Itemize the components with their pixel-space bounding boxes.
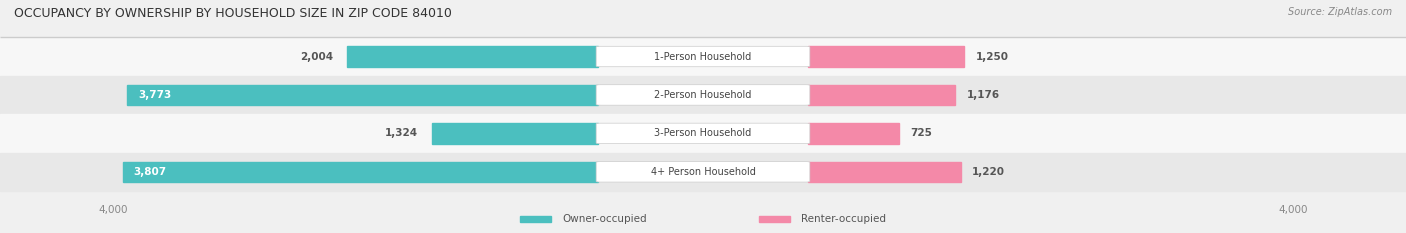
Text: Renter-occupied: Renter-occupied bbox=[801, 214, 886, 224]
Bar bbox=[520, 216, 551, 222]
Bar bbox=[122, 162, 598, 182]
Text: Source: ZipAtlas.com: Source: ZipAtlas.com bbox=[1288, 7, 1392, 17]
Text: 1,324: 1,324 bbox=[385, 128, 418, 138]
Text: 3-Person Household: 3-Person Household bbox=[654, 128, 752, 138]
Bar bbox=[347, 46, 598, 67]
Text: OCCUPANCY BY OWNERSHIP BY HOUSEHOLD SIZE IN ZIP CODE 84010: OCCUPANCY BY OWNERSHIP BY HOUSEHOLD SIZE… bbox=[14, 7, 451, 20]
Text: Owner-occupied: Owner-occupied bbox=[562, 214, 647, 224]
Text: 4+ Person Household: 4+ Person Household bbox=[651, 167, 755, 177]
Bar bbox=[0, 114, 1406, 153]
Bar bbox=[0, 76, 1406, 114]
Text: 4,000: 4,000 bbox=[98, 205, 128, 215]
Bar bbox=[759, 216, 790, 222]
Text: 1,220: 1,220 bbox=[972, 167, 1005, 177]
Text: 4,000: 4,000 bbox=[1278, 205, 1308, 215]
FancyBboxPatch shape bbox=[596, 123, 810, 144]
Text: 1,250: 1,250 bbox=[976, 51, 1008, 62]
Text: 1,176: 1,176 bbox=[966, 90, 1000, 100]
Bar bbox=[0, 153, 1406, 191]
FancyBboxPatch shape bbox=[596, 162, 810, 182]
Text: 3,773: 3,773 bbox=[138, 90, 172, 100]
Bar bbox=[808, 85, 955, 105]
Text: 1-Person Household: 1-Person Household bbox=[654, 51, 752, 62]
Bar bbox=[808, 162, 960, 182]
Bar bbox=[432, 123, 598, 144]
Text: 2-Person Household: 2-Person Household bbox=[654, 90, 752, 100]
Text: 725: 725 bbox=[910, 128, 932, 138]
Bar bbox=[808, 123, 898, 144]
Bar bbox=[808, 46, 965, 67]
Text: 2,004: 2,004 bbox=[301, 51, 333, 62]
FancyBboxPatch shape bbox=[596, 85, 810, 105]
Bar bbox=[127, 85, 598, 105]
Text: 3,807: 3,807 bbox=[134, 167, 167, 177]
Bar bbox=[0, 37, 1406, 76]
FancyBboxPatch shape bbox=[596, 46, 810, 67]
